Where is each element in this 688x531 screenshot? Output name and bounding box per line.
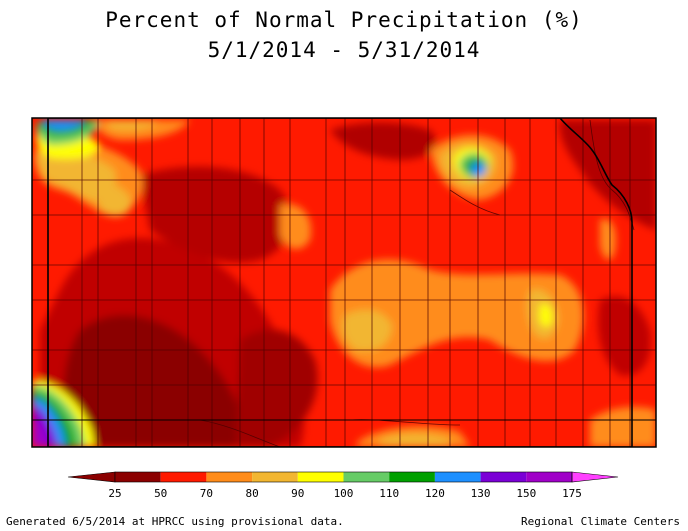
- dark-red-region-north: [330, 122, 436, 160]
- legend-swatch: [160, 472, 207, 482]
- legend-tick-label: 100: [334, 487, 354, 500]
- legend: 25 50 70 80 90 100 110 120 130 150 175: [67, 471, 619, 500]
- legend-tick-label: 175: [562, 487, 582, 500]
- generated-note: Generated 6/5/2014 at HPRCC using provis…: [6, 515, 344, 528]
- legend-tick-label: 90: [291, 487, 304, 500]
- legend-tick-label: 130: [471, 487, 491, 500]
- legend-swatch: [526, 472, 572, 482]
- gold-region-nw-top: [105, 120, 160, 130]
- yellow-region-east: [539, 303, 553, 327]
- map-title: Percent of Normal Precipitation (%): [105, 8, 583, 32]
- legend-tick-label: 80: [245, 487, 258, 500]
- legend-tick-label: 50: [154, 487, 167, 500]
- legend-swatch: [389, 472, 435, 482]
- legend-arrow-high: [571, 471, 619, 483]
- legend-swatch: [252, 472, 298, 482]
- legend-swatch: [297, 472, 344, 482]
- violet-region-sw: [32, 415, 48, 447]
- legend-tick-label: 110: [379, 487, 399, 500]
- dark-red-region-ne: [559, 120, 656, 230]
- gold-region-center: [342, 309, 392, 352]
- legend-bar-outline: [114, 471, 573, 483]
- orange-region-se: [590, 407, 656, 447]
- legend-swatch: [480, 472, 527, 482]
- credit-note: Regional Climate Centers: [521, 515, 680, 528]
- blue-region-north: [470, 162, 486, 177]
- dark-red-region-east: [598, 296, 651, 376]
- orange-region-center: [330, 259, 584, 368]
- legend-tick-label: 25: [108, 487, 121, 500]
- gold-region-west: [95, 183, 132, 217]
- blue-region-nw: [42, 120, 85, 131]
- map-field: [32, 118, 656, 447]
- legend-tick-label: 120: [425, 487, 445, 500]
- orange-region-east-strip: [600, 219, 616, 260]
- legend-swatch: [343, 472, 390, 482]
- state-boundary: [47, 118, 633, 447]
- dark-red-region-south-central: [235, 329, 318, 447]
- legend-swatch: [115, 472, 161, 482]
- legend-arrow-low: [67, 471, 116, 483]
- map-frame: [31, 117, 657, 448]
- map-date-range: 5/1/2014 - 5/31/2014: [207, 38, 481, 62]
- dark-red-region-sw: [63, 315, 243, 447]
- gold-region-south: [380, 434, 450, 447]
- legend-tick-label: 70: [200, 487, 213, 500]
- legend-tick-label: 150: [516, 487, 536, 500]
- legend-swatch: [206, 472, 253, 482]
- legend-swatch: [434, 472, 481, 482]
